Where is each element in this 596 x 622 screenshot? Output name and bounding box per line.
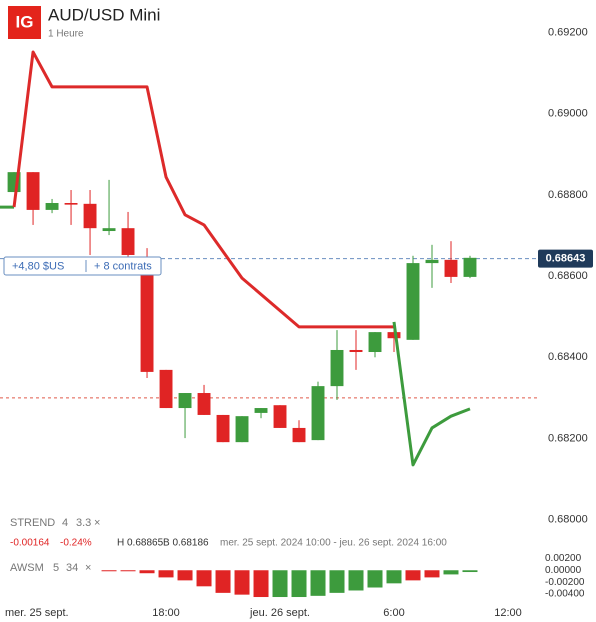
x-tick-label: 18:00	[152, 607, 180, 619]
oscillator-bar	[272, 570, 288, 598]
stat-high: H 0.68865	[117, 538, 164, 549]
oscillator-bar	[462, 570, 478, 573]
candle-body	[197, 393, 211, 415]
price-plot	[0, 50, 538, 467]
stat-low: B 0.68186	[163, 538, 209, 549]
y-tick-label: 0.68000	[548, 514, 588, 526]
indicator-param: 3.3	[76, 517, 91, 529]
candle-body	[159, 369, 173, 409]
oscillator-bar	[348, 570, 364, 591]
oscillator-bar	[101, 570, 117, 572]
position-size: + 8 contrats	[94, 260, 152, 272]
stat-range: mer. 25 sept. 2024 10:00 - jeu. 26 sept.…	[220, 538, 447, 549]
candle-body	[311, 386, 325, 441]
x-start-label: mer. 25 sept.	[5, 607, 69, 619]
oscillator-bar	[367, 570, 383, 588]
close-icon[interactable]: ×	[85, 562, 91, 574]
indicator-name: STREND	[10, 517, 55, 529]
candle-body	[406, 263, 420, 340]
candle-body	[254, 408, 268, 413]
position-pill[interactable]	[3, 256, 162, 276]
oscillator-bar	[291, 570, 307, 598]
stat-change-pct: -0.24%	[60, 538, 92, 549]
logo	[8, 6, 41, 39]
candle-body	[235, 416, 249, 443]
candle-body	[178, 393, 192, 409]
candle-body	[273, 405, 287, 428]
oscillator-bar	[177, 570, 193, 581]
y-tick-label: 0.69000	[548, 108, 588, 120]
position-pnl: +4,80 $US	[12, 260, 64, 272]
y2-tick-label: 0.00200	[545, 553, 582, 564]
candle-body	[330, 349, 344, 387]
logo-text: IG	[16, 12, 34, 31]
oscillator-bar	[310, 570, 326, 596]
candle-body	[121, 228, 135, 255]
oscillator-bar	[424, 570, 440, 578]
candle-body	[368, 332, 382, 353]
supertrend-line	[12, 50, 395, 329]
oscillator-bar	[234, 570, 250, 595]
candle-body	[444, 259, 458, 277]
y-tick-label: 0.69200	[548, 26, 588, 38]
candle-body	[64, 203, 78, 205]
oscillator-name: AWSM	[10, 562, 44, 574]
x-tick-label: 12:00	[494, 607, 522, 619]
y-tick-label: 0.68400	[548, 351, 588, 363]
oscillator-bar	[405, 570, 421, 581]
candle-body	[45, 203, 59, 210]
oscillator-plot	[101, 570, 478, 598]
indicator-param: 4	[62, 517, 68, 529]
oscillator-bar	[196, 570, 212, 587]
candle-body	[292, 427, 306, 443]
y-tick-label: 0.68200	[548, 432, 588, 444]
candle-body	[140, 261, 154, 372]
oscillator-bar	[386, 570, 402, 584]
oscillator-bar	[158, 570, 174, 578]
y2-tick-label: -0.00400	[545, 589, 585, 600]
candle-body	[425, 259, 439, 264]
candle-body	[102, 228, 116, 232]
oscillator-param: 5	[53, 562, 59, 574]
y-tick-label: 0.68800	[548, 189, 588, 201]
y-tick-label: 0.68600	[548, 270, 588, 282]
y2-tick-label: -0.00200	[545, 577, 585, 588]
last-price-label: 0.68643	[546, 253, 586, 265]
candle-body	[463, 257, 477, 277]
candle-body	[26, 172, 40, 210]
oscillator-bar	[443, 570, 459, 575]
oscillator-bar	[215, 570, 231, 593]
candle-body	[83, 203, 97, 229]
candle-body	[387, 332, 401, 339]
close-icon[interactable]: ×	[94, 517, 100, 529]
chart-title: AUD/USD Mini	[48, 5, 160, 24]
oscillator-bar	[139, 570, 155, 574]
candle-body	[349, 349, 363, 353]
x-tick-label: jeu. 26 sept.	[249, 607, 310, 619]
oscillator-bar	[253, 570, 269, 598]
oscillator-bar	[329, 570, 345, 593]
chart-subtitle: 1 Heure	[48, 29, 84, 40]
last-price-box	[538, 249, 593, 268]
y2-tick-label: 0.00000	[545, 565, 582, 576]
overlay: IG AUD/USD Mini 1 Heure +4,80 $US + 8 co…	[3, 5, 593, 619]
stat-change: -0.00164	[10, 538, 50, 549]
supertrend-line	[392, 321, 471, 467]
x-tick-label: 6:00	[383, 607, 404, 619]
oscillator-bar	[120, 570, 136, 572]
candle-body	[216, 414, 230, 443]
oscillator-param: 34	[66, 562, 78, 574]
